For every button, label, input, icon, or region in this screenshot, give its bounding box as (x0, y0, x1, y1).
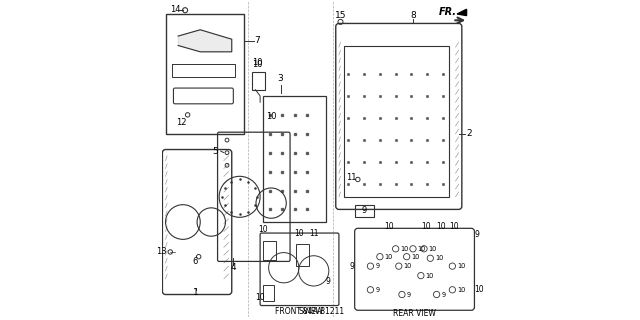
Text: 11: 11 (309, 228, 319, 237)
Text: 10: 10 (457, 287, 465, 293)
Text: 9: 9 (362, 206, 367, 215)
Text: 8: 8 (410, 11, 416, 20)
Polygon shape (457, 9, 467, 16)
Text: 10: 10 (474, 285, 484, 294)
Text: 10: 10 (412, 254, 420, 260)
Text: 10: 10 (404, 263, 412, 269)
Text: 9: 9 (406, 292, 411, 298)
Text: 10: 10 (385, 222, 394, 231)
Text: 10: 10 (435, 255, 444, 261)
Text: 2: 2 (467, 129, 472, 138)
Text: FR.: FR. (439, 7, 457, 17)
Text: 10: 10 (385, 254, 393, 260)
Text: S84A-B1211: S84A-B1211 (298, 307, 344, 316)
Text: 9: 9 (350, 262, 355, 271)
Text: 7: 7 (254, 36, 260, 45)
Text: 9: 9 (442, 292, 445, 298)
Text: 10: 10 (294, 228, 305, 237)
Text: 10: 10 (429, 246, 437, 252)
Text: 1: 1 (193, 288, 198, 297)
Text: 15: 15 (335, 11, 346, 20)
Text: FRONT VIEW: FRONT VIEW (275, 307, 324, 316)
Text: 10: 10 (436, 222, 446, 231)
Text: 9: 9 (474, 230, 479, 239)
Text: 10: 10 (252, 58, 262, 67)
Text: 3: 3 (278, 74, 284, 83)
Text: 9: 9 (375, 263, 380, 269)
Text: 10: 10 (449, 222, 459, 231)
Text: 13: 13 (157, 247, 167, 256)
Text: 5: 5 (212, 147, 218, 156)
Polygon shape (178, 30, 232, 52)
Text: 10: 10 (457, 263, 465, 269)
Text: 10: 10 (259, 225, 268, 234)
Text: 10: 10 (401, 246, 409, 252)
Text: 9: 9 (326, 277, 330, 286)
Text: 10: 10 (255, 293, 265, 302)
Text: 6: 6 (193, 257, 198, 266)
Text: 10: 10 (420, 222, 430, 231)
Text: 10: 10 (266, 112, 276, 121)
Text: 9: 9 (375, 287, 380, 293)
Text: 12: 12 (176, 118, 187, 127)
Text: REAR VIEW: REAR VIEW (393, 309, 436, 318)
Text: 14: 14 (170, 5, 180, 14)
Text: 10: 10 (418, 246, 426, 252)
Text: 4: 4 (230, 263, 236, 272)
Text: 11: 11 (346, 173, 356, 182)
Text: 10: 10 (252, 60, 262, 69)
Text: 10: 10 (426, 273, 434, 279)
